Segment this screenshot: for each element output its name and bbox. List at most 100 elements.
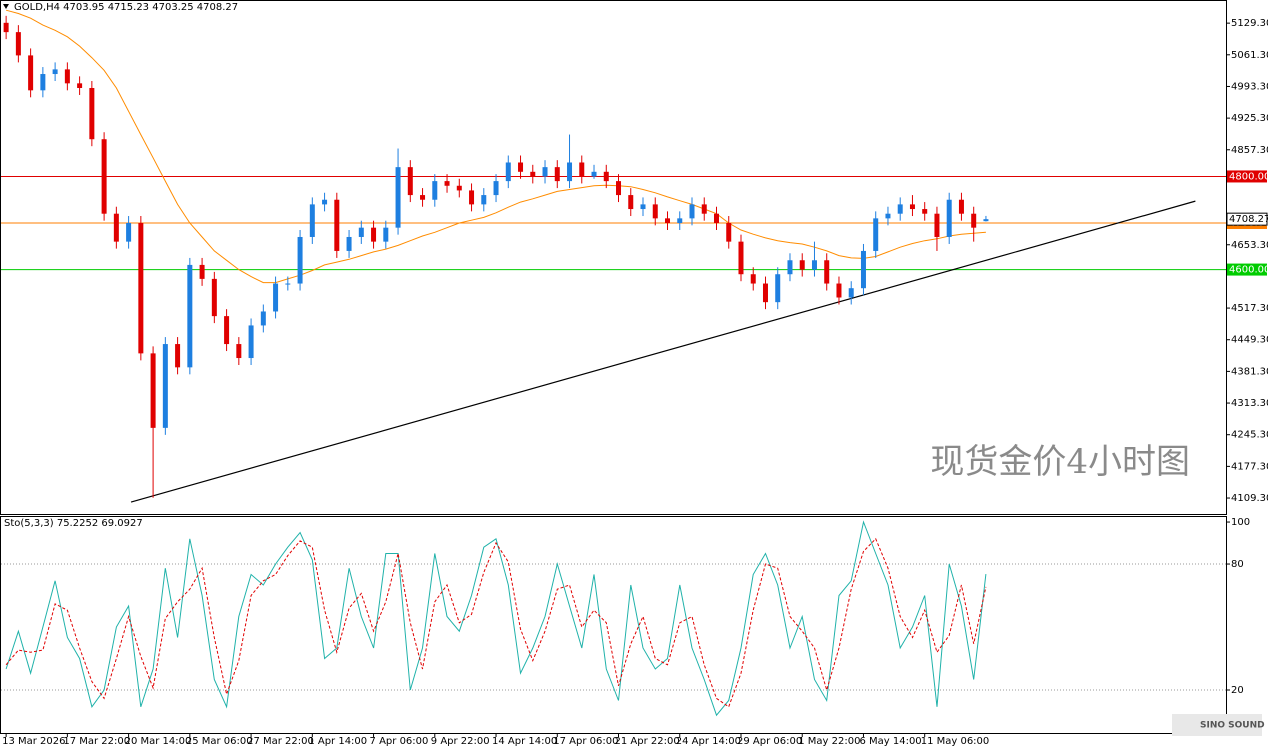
candle-body xyxy=(77,83,83,88)
candle-body xyxy=(469,190,475,205)
candle-body xyxy=(175,344,181,368)
candle-body xyxy=(64,69,70,84)
close: 4708.27 xyxy=(197,2,238,13)
y-tick-label: 4993.30 xyxy=(1231,81,1268,92)
candle-body xyxy=(505,162,511,182)
candle-body xyxy=(873,218,879,251)
candle-body xyxy=(420,195,426,200)
x-tick-label: 24 Apr 14:00 xyxy=(676,736,741,747)
candle-body xyxy=(640,204,646,210)
candle-body xyxy=(689,204,695,219)
candle-body xyxy=(395,167,401,228)
candle-body xyxy=(493,181,499,196)
stoch-line xyxy=(5,537,987,708)
k-value: 75.2252 xyxy=(57,518,98,529)
x-tick-label: 21 Apr 22:00 xyxy=(615,736,680,747)
candle-body xyxy=(40,74,46,91)
candle-body xyxy=(481,195,487,205)
y-tick-label: 4925.30 xyxy=(1231,113,1268,124)
candle-body xyxy=(799,260,805,270)
low: 4703.25 xyxy=(152,2,193,13)
logo: SINO SOUND xyxy=(1200,721,1265,731)
level-label: 4800.00 xyxy=(1229,171,1268,182)
candle-body xyxy=(138,223,144,354)
candle-body xyxy=(567,162,573,182)
candle-body xyxy=(52,69,58,75)
candle-body xyxy=(983,219,989,222)
candle-body xyxy=(334,199,340,251)
candle-body xyxy=(603,171,609,182)
menu-triangle xyxy=(3,4,9,9)
candle-body xyxy=(432,181,438,200)
main-panel xyxy=(0,0,1227,515)
watermark: 现货金价4小时图 xyxy=(930,442,1190,482)
candle-body xyxy=(946,199,952,237)
chart-header: GOLD,H4 4703.95 4715.23 4703.25 4708.27 xyxy=(14,2,238,13)
level-label: 4600.00 xyxy=(1229,265,1268,276)
level-tag xyxy=(1227,263,1267,276)
candle-body xyxy=(762,283,768,303)
y-tick-label: 4245.30 xyxy=(1231,430,1268,441)
x-tick-label: 13 Mar 2026 xyxy=(2,736,65,747)
candle-body xyxy=(750,274,756,284)
candle-body xyxy=(383,227,389,242)
candle-body xyxy=(187,264,193,368)
candle-body xyxy=(554,167,560,182)
candle-body xyxy=(346,236,352,251)
price-tag-label: 4708.27 xyxy=(1229,214,1268,225)
candle-body xyxy=(444,181,450,186)
high: 4715.23 xyxy=(108,2,149,13)
candle-body xyxy=(162,344,168,428)
candle-body xyxy=(787,260,793,275)
candle-body xyxy=(922,209,928,214)
candle-body xyxy=(407,167,413,196)
candle-body xyxy=(726,223,732,242)
candle-body xyxy=(518,162,524,172)
y-tick-label: 4381.30 xyxy=(1231,366,1268,377)
candle-body xyxy=(28,55,34,91)
y-tick-label: 5129.30 xyxy=(1231,18,1268,29)
logo-bg xyxy=(1172,714,1262,736)
x-tick-label: 17 Mar 22:00 xyxy=(63,736,130,747)
x-tick-label: 7 Apr 06:00 xyxy=(370,736,429,747)
y-tick-label: 4857.30 xyxy=(1231,145,1268,156)
indicator: Sto(5,3,3) xyxy=(4,518,54,529)
candle-body xyxy=(860,250,866,289)
candle-body xyxy=(971,213,977,228)
level-tag xyxy=(1227,170,1267,183)
candle-body xyxy=(456,185,462,191)
x-tick-label: 6 May 14:00 xyxy=(859,736,921,747)
candle-body xyxy=(371,227,377,242)
x-tick-label: 25 Mar 06:00 xyxy=(186,736,253,747)
stoch-line xyxy=(5,520,987,717)
candle-body xyxy=(909,204,915,210)
y-tick-label: 4109.30 xyxy=(1231,493,1268,504)
candle-body xyxy=(665,218,671,224)
y-tick-label: 20 xyxy=(1231,685,1244,696)
x-tick-label: 29 Apr 06:00 xyxy=(737,736,802,747)
candle-body xyxy=(542,167,548,177)
candle-body xyxy=(775,274,781,303)
d-value: 69.0927 xyxy=(101,518,142,529)
candle-body xyxy=(101,139,107,214)
candle-body xyxy=(89,87,95,140)
candle-body xyxy=(677,218,683,224)
candle-body xyxy=(591,171,597,177)
y-tick-label: 4177.30 xyxy=(1231,461,1268,472)
moving-average xyxy=(5,9,986,284)
x-tick-label: 14 Apr 14:00 xyxy=(492,736,557,747)
candle-body xyxy=(3,22,9,33)
y-tick-label: 4653.30 xyxy=(1231,240,1268,251)
candle-body xyxy=(579,162,585,177)
candle-body xyxy=(628,195,634,210)
candle-body xyxy=(530,171,536,177)
candle-body xyxy=(934,213,940,237)
candle-body xyxy=(701,204,707,214)
y-tick-label: 80 xyxy=(1231,559,1244,570)
x-tick-label: 11 May 06:00 xyxy=(921,736,990,747)
candle-body xyxy=(150,353,156,428)
candle-body xyxy=(260,311,266,326)
y-tick-label: 4517.30 xyxy=(1231,303,1268,314)
candle-body xyxy=(836,283,842,298)
